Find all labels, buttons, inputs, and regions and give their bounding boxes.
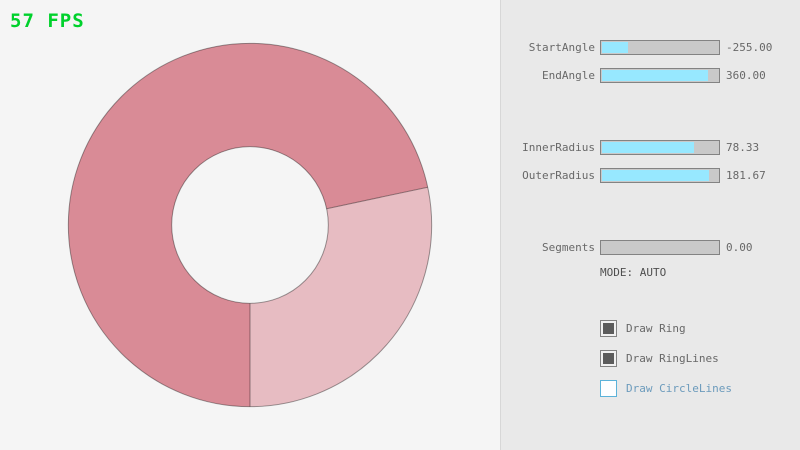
draw-ringlines-checkbox[interactable] xyxy=(600,350,617,367)
checkbox-label: Draw CircleLines xyxy=(626,382,732,395)
checkbox-label: Draw Ring xyxy=(626,322,686,335)
draw-ring-checkbox[interactable] xyxy=(600,320,617,337)
slider-value: 78.33 xyxy=(726,141,760,154)
draw-circlelines-checkbox[interactable] xyxy=(600,380,617,397)
slider-value: -255.00 xyxy=(726,41,773,54)
fps-counter: 57 FPS xyxy=(10,10,85,32)
slider-row: EndAngle 360.00 xyxy=(0,68,800,83)
checkbox-label: Draw RingLines xyxy=(626,352,719,365)
slider-fill xyxy=(602,70,709,81)
checkbox-check-icon xyxy=(603,353,614,364)
ring-radial-line xyxy=(326,186,428,210)
slider-label: StartAngle xyxy=(528,41,595,54)
slider-value: 0.00 xyxy=(726,241,753,254)
ring-sector-light xyxy=(250,187,432,407)
slider-label: InnerRadius xyxy=(522,141,595,154)
checkbox-check-icon xyxy=(603,323,614,334)
checkbox-row: Draw CircleLines xyxy=(600,380,732,397)
checkbox-row: Draw Ring xyxy=(600,320,686,337)
ring-canvas xyxy=(67,42,433,408)
slider-label: Segments xyxy=(542,241,595,254)
segments-slider[interactable] xyxy=(600,240,720,255)
end-angle-slider[interactable] xyxy=(600,68,720,83)
slider-fill xyxy=(602,42,628,53)
slider-row: InnerRadius 78.33 xyxy=(0,140,800,155)
slider-fill xyxy=(602,142,695,153)
checkbox-row: Draw RingLines xyxy=(600,350,719,367)
ring-sector-dark xyxy=(68,43,428,407)
slider-label: OuterRadius xyxy=(522,169,595,182)
slider-label: EndAngle xyxy=(542,69,595,82)
mode-label: MODE: AUTO xyxy=(600,266,667,279)
outer-radius-slider[interactable] xyxy=(600,168,720,183)
slider-row: Segments 0.00 xyxy=(0,240,800,255)
slider-fill xyxy=(602,170,710,181)
inner-radius-slider[interactable] xyxy=(600,140,720,155)
slider-value: 360.00 xyxy=(726,69,766,82)
slider-row: OuterRadius 181.67 xyxy=(0,168,800,183)
ring-outline xyxy=(67,42,433,408)
slider-row: StartAngle -255.00 xyxy=(0,40,800,55)
start-angle-slider[interactable] xyxy=(600,40,720,55)
slider-value: 181.67 xyxy=(726,169,766,182)
ring-outline xyxy=(171,146,329,304)
